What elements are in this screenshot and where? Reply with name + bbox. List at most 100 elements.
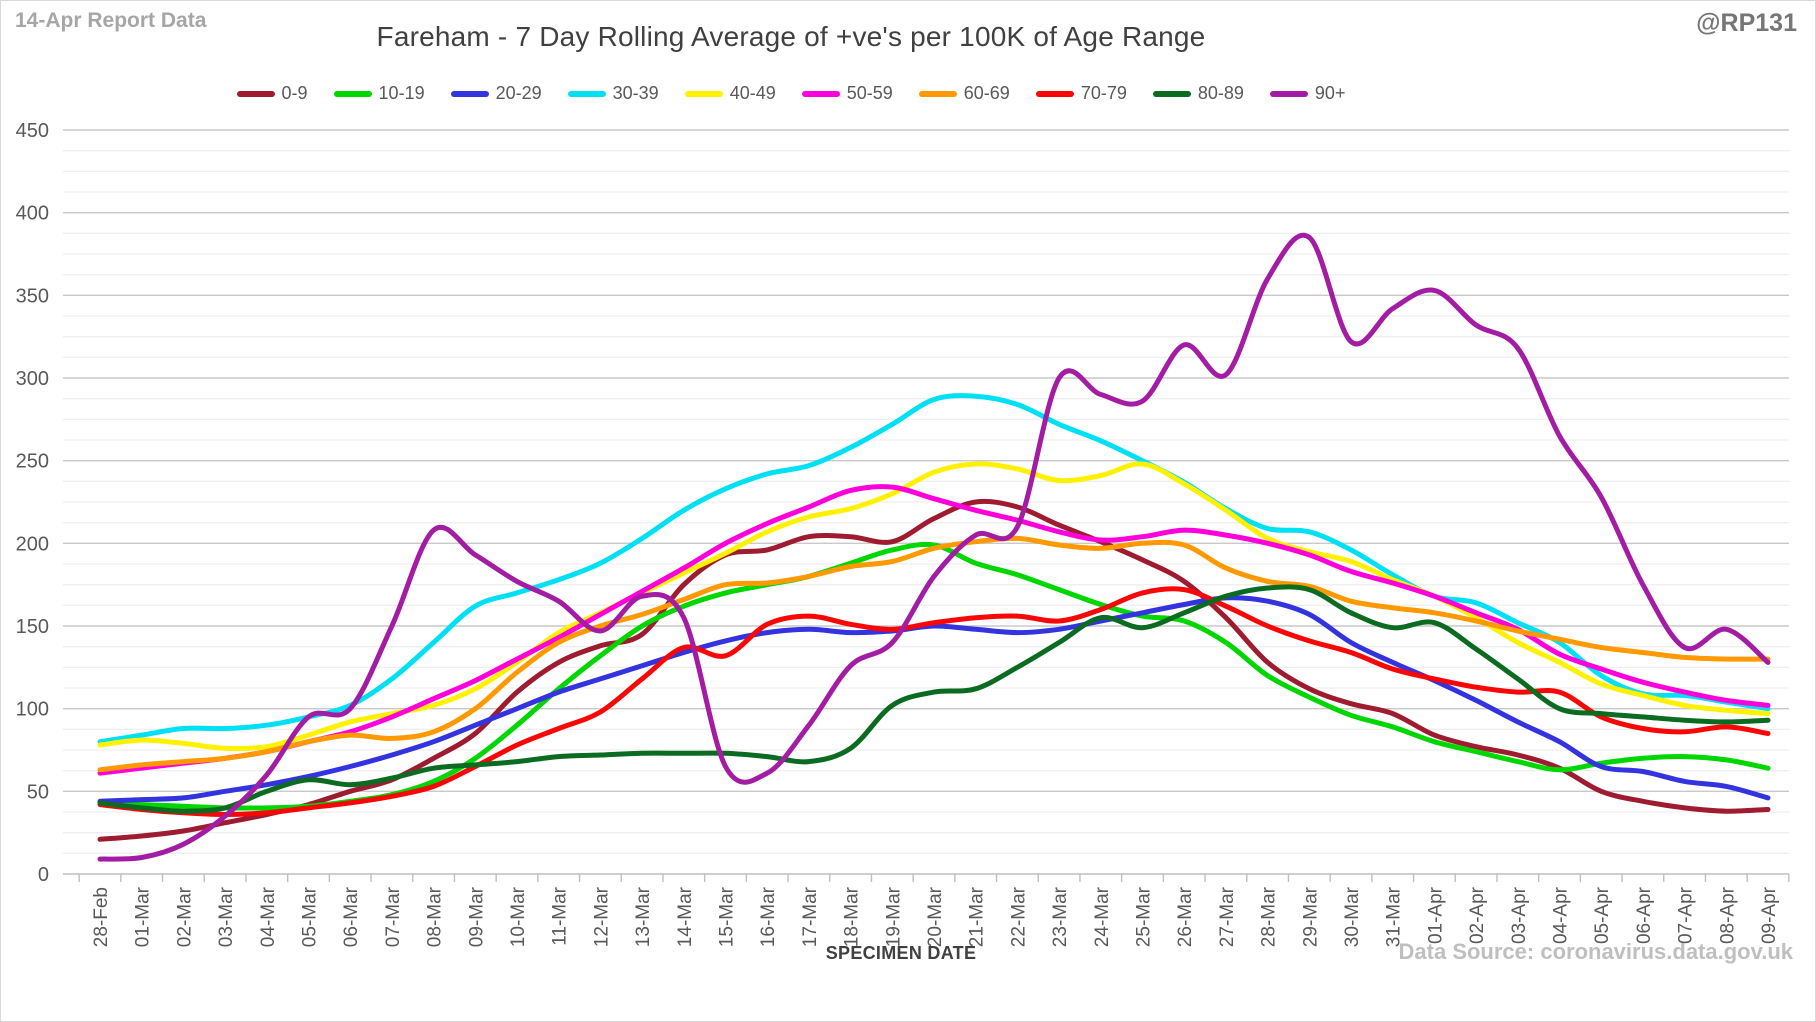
legend-label-40-49: 40-49 [729, 83, 776, 103]
svg-text:24-Mar: 24-Mar [1092, 886, 1113, 947]
svg-text:12-Mar: 12-Mar [591, 886, 612, 947]
svg-text:23-Mar: 23-Mar [1050, 886, 1071, 947]
svg-text:19-Mar: 19-Mar [883, 886, 904, 947]
legend-swatch-80-89 [1152, 90, 1191, 97]
report-date-label: 14-Apr Report Data [15, 9, 207, 32]
svg-text:09-Apr: 09-Apr [1759, 886, 1780, 944]
legend-swatch-10-19 [333, 90, 372, 97]
svg-text:350: 350 [16, 285, 49, 307]
svg-text:300: 300 [16, 368, 49, 390]
legend-item-80-89: 80-89 [1152, 83, 1244, 104]
legend-item-50-59: 50-59 [801, 83, 893, 104]
svg-text:28-Mar: 28-Mar [1259, 886, 1280, 947]
series-line-30-39 [97, 393, 1771, 745]
legend-item-90+: 90+ [1269, 83, 1346, 104]
svg-text:250: 250 [16, 451, 49, 473]
svg-text:29-Mar: 29-Mar [1300, 886, 1321, 947]
svg-text:0: 0 [38, 864, 49, 886]
legend-swatch-60-69 [918, 90, 957, 97]
svg-text:04-Apr: 04-Apr [1551, 886, 1572, 944]
legend-label-70-79: 70-79 [1080, 83, 1127, 103]
series-line-80-89 [97, 584, 1771, 814]
legend-label-50-59: 50-59 [846, 83, 893, 103]
svg-text:18-Mar: 18-Mar [842, 886, 863, 947]
svg-text:400: 400 [16, 203, 49, 225]
data-source-label: Data Source: coronavirus.data.gov.uk [1398, 939, 1793, 964]
x-axis-title-wrap: SPECIMEN DATE [1, 943, 1801, 964]
legend-item-0-9: 0-9 [236, 83, 308, 104]
x-axis-title: SPECIMEN DATE [825, 943, 977, 963]
svg-text:30-Mar: 30-Mar [1342, 886, 1363, 947]
svg-text:22-Mar: 22-Mar [1008, 886, 1029, 947]
svg-text:09-Mar: 09-Mar [466, 886, 487, 947]
series-line-90+ [97, 232, 1771, 862]
svg-text:03-Apr: 03-Apr [1509, 886, 1530, 944]
svg-text:17-Mar: 17-Mar [800, 886, 821, 947]
legend-item-10-19: 10-19 [333, 83, 425, 104]
legend-item-70-79: 70-79 [1035, 83, 1127, 104]
svg-text:450: 450 [16, 120, 49, 142]
x-axis-ticks [78, 874, 1790, 882]
legend: 0-9 10-19 20-29 30-39 40-49 50-59 60-69 70-79 80… [1, 83, 1581, 104]
legend-swatch-50-59 [801, 90, 840, 97]
svg-text:05-Apr: 05-Apr [1592, 886, 1613, 944]
svg-text:100: 100 [16, 699, 49, 721]
svg-text:01-Mar: 01-Mar [133, 886, 154, 947]
svg-text:26-Mar: 26-Mar [1175, 886, 1196, 947]
legend-label-20-29: 20-29 [495, 83, 542, 103]
series-line-20-29 [97, 595, 1771, 804]
svg-text:27-Mar: 27-Mar [1217, 886, 1238, 947]
legend-label-90+: 90+ [1314, 83, 1346, 103]
svg-text:200: 200 [16, 533, 49, 555]
svg-text:06-Mar: 06-Mar [341, 886, 362, 947]
series-line-0-9 [97, 498, 1771, 842]
x-axis-labels: 28-Feb 01-Mar 02-Mar 03-Mar 04-Mar 05-Mar 06-M… [91, 886, 1780, 947]
legend-swatch-20-29 [450, 90, 489, 97]
svg-text:13-Mar: 13-Mar [633, 886, 654, 947]
series-line-50-59 [97, 484, 1771, 776]
svg-text:21-Mar: 21-Mar [967, 886, 988, 947]
svg-text:07-Mar: 07-Mar [383, 886, 404, 947]
svg-text:03-Mar: 03-Mar [216, 886, 237, 947]
legend-item-20-29: 20-29 [450, 83, 542, 104]
series-line-70-79 [97, 586, 1771, 817]
svg-text:28-Feb: 28-Feb [91, 887, 112, 947]
svg-text:31-Mar: 31-Mar [1384, 886, 1405, 947]
legend-label-60-69: 60-69 [963, 83, 1010, 103]
legend-item-60-69: 60-69 [918, 83, 1010, 104]
legend-swatch-90+ [1269, 90, 1308, 97]
svg-text:08-Mar: 08-Mar [425, 886, 446, 947]
y-axis-labels: 0 50 100 150 200 250 300 350 400 450 [16, 120, 49, 886]
svg-text:20-Mar: 20-Mar [925, 886, 946, 947]
legend-swatch-30-39 [567, 90, 606, 97]
legend-item-30-39: 30-39 [567, 83, 659, 104]
svg-text:50: 50 [27, 781, 49, 803]
svg-text:01-Apr: 01-Apr [1425, 886, 1446, 944]
svg-text:15-Mar: 15-Mar [717, 886, 738, 947]
svg-text:04-Mar: 04-Mar [258, 886, 279, 947]
svg-text:02-Apr: 02-Apr [1467, 886, 1488, 944]
svg-text:05-Mar: 05-Mar [300, 886, 321, 947]
legend-label-10-19: 10-19 [378, 83, 425, 103]
svg-text:08-Apr: 08-Apr [1717, 886, 1738, 944]
legend-label-80-89: 80-89 [1197, 83, 1244, 103]
svg-text:11-Mar: 11-Mar [550, 886, 571, 945]
chart-title: Fareham - 7 Day Rolling Average of +ve's… [376, 21, 1206, 52]
legend-label-0-9: 0-9 [281, 83, 308, 103]
legend-swatch-0-9 [236, 90, 275, 97]
series-line-60-69 [97, 535, 1771, 773]
svg-text:150: 150 [16, 616, 49, 638]
legend-item-40-49: 40-49 [684, 83, 776, 104]
svg-text:02-Mar: 02-Mar [174, 886, 195, 947]
legend-swatch-40-49 [684, 90, 723, 97]
legend-label-30-39: 30-39 [612, 83, 659, 103]
svg-text:06-Apr: 06-Apr [1634, 886, 1655, 944]
svg-text:10-Mar: 10-Mar [508, 886, 529, 947]
svg-text:16-Mar: 16-Mar [758, 886, 779, 947]
svg-text:07-Apr: 07-Apr [1676, 886, 1697, 944]
twitter-handle: @RP131 [1696, 9, 1797, 37]
svg-text:14-Mar: 14-Mar [675, 886, 696, 947]
svg-text:25-Mar: 25-Mar [1134, 886, 1155, 947]
